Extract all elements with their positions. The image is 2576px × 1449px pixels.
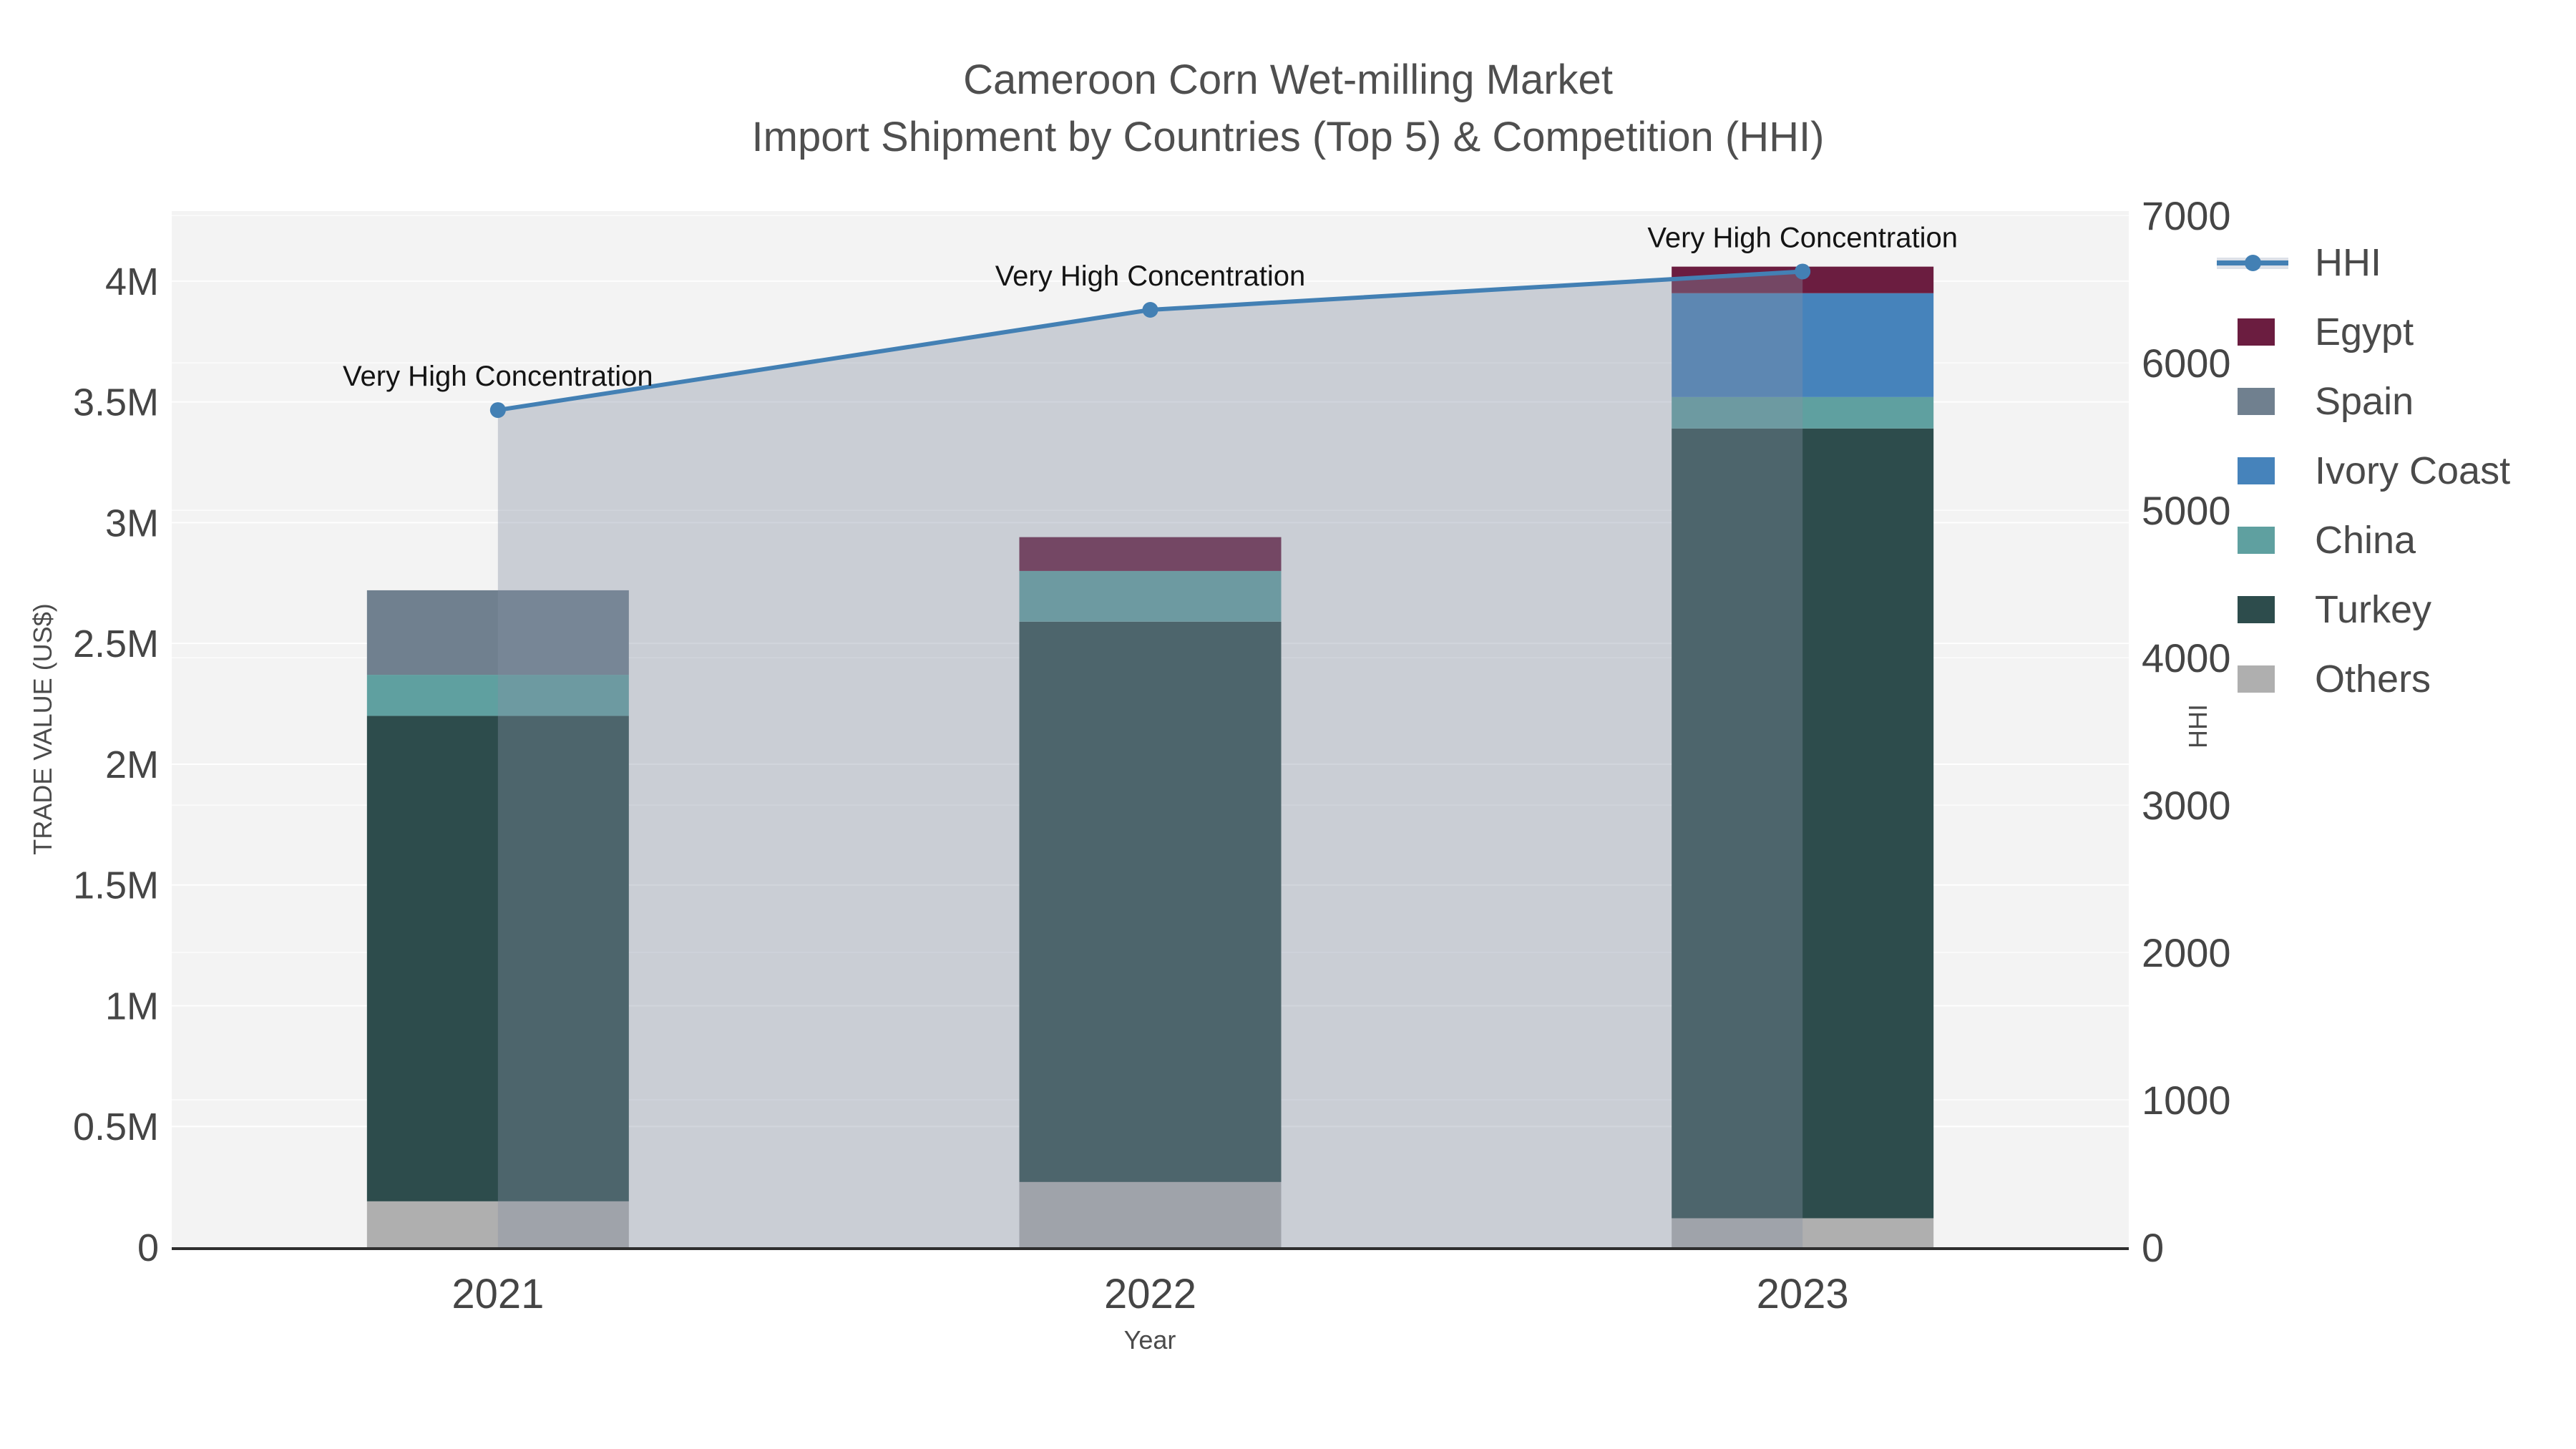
bar-segment-china-2023 bbox=[1672, 396, 1934, 429]
y-right-axis-title: HHI bbox=[2183, 704, 2212, 748]
x-tick-label: 2021 bbox=[452, 1271, 544, 1317]
legend-color-swatch bbox=[2211, 595, 2301, 623]
y-left-tick-label: 4M bbox=[105, 260, 159, 303]
bar-segment-china-2021 bbox=[366, 675, 629, 716]
y-left-axis-title: TRADE VALUE (US$) bbox=[28, 603, 57, 855]
y-left-tick-label: 3M bbox=[105, 502, 159, 545]
bar-segment-turkey-2022 bbox=[1019, 621, 1282, 1182]
legend-label: HHI bbox=[2315, 240, 2381, 284]
legend-item-hhi[interactable]: HHI bbox=[2211, 228, 2510, 297]
legend-label: Others bbox=[2315, 657, 2431, 701]
y-left-tick-label: 2M bbox=[105, 743, 159, 786]
bar-segment-others-2023 bbox=[1672, 1218, 1934, 1247]
legend: HHI Egypt Spain Ivory Coast China Turkey Other… bbox=[2211, 228, 2510, 713]
y-left-tick-label: 3.5M bbox=[73, 381, 159, 424]
hhi-line-swatch bbox=[2211, 249, 2301, 276]
legend-item-ivory-coast[interactable]: Ivory Coast bbox=[2211, 436, 2510, 505]
bar-segment-spain-2021 bbox=[366, 590, 629, 675]
bar-segment-turkey-2023 bbox=[1672, 428, 1934, 1219]
legend-label: China bbox=[2315, 518, 2416, 562]
legend-item-others[interactable]: Others bbox=[2211, 644, 2510, 713]
bar-segment-china-2022 bbox=[1019, 570, 1282, 622]
y-right-tick-label: 6000 bbox=[2142, 341, 2231, 386]
y-left-tick-labels: 0 0.5M 1M 1.5M 2M 2.5M 3M 3.5M 4M bbox=[73, 260, 159, 1269]
y-right-tick-label: 7000 bbox=[2142, 193, 2231, 238]
annotation-label: Very High Concentration bbox=[995, 260, 1306, 292]
y-right-tick-label: 0 bbox=[2142, 1225, 2164, 1270]
y-left-tick-label: 1M bbox=[105, 985, 159, 1028]
hhi-marker-2022 bbox=[1142, 302, 1158, 318]
chart-title: Cameroon Corn Wet-milling Market bbox=[963, 57, 1613, 103]
hhi-marker-2021 bbox=[489, 402, 506, 419]
legend-label: Spain bbox=[2315, 379, 2414, 423]
y-left-tick-label: 2.5M bbox=[73, 623, 159, 665]
hhi-marker-2023 bbox=[1795, 263, 1811, 280]
chart-subtitle: Import Shipment by Countries (Top 5) & C… bbox=[751, 114, 1825, 160]
y-left-tick-label: 1.5M bbox=[73, 864, 159, 907]
annotation-label: Very High Concentration bbox=[1647, 222, 1958, 253]
legend-item-spain[interactable]: Spain bbox=[2211, 366, 2510, 436]
legend-color-swatch bbox=[2211, 457, 2301, 484]
y-right-tick-label: 1000 bbox=[2142, 1078, 2231, 1123]
legend-color-swatch bbox=[2211, 387, 2301, 415]
y-left-tick-label: 0 bbox=[137, 1226, 159, 1269]
x-tick-label: 2022 bbox=[1104, 1271, 1196, 1317]
bar-segment-ivory-coast-2023 bbox=[1672, 293, 1934, 397]
legend-color-swatch bbox=[2211, 526, 2301, 554]
bar-segment-turkey-2021 bbox=[366, 716, 629, 1201]
legend-label: Turkey bbox=[2315, 587, 2432, 631]
y-right-tick-label: 3000 bbox=[2142, 783, 2231, 828]
bar-segment-others-2022 bbox=[1019, 1181, 1282, 1247]
legend-label: Ivory Coast bbox=[2315, 449, 2511, 492]
y-right-tick-label: 5000 bbox=[2142, 488, 2231, 533]
y-right-tick-label: 4000 bbox=[2142, 635, 2231, 680]
annotation-label: Very High Concentration bbox=[343, 361, 653, 392]
legend-color-swatch bbox=[2211, 665, 2301, 693]
bar-segment-others-2021 bbox=[366, 1201, 629, 1247]
x-tick-labels: 2021 2022 2023 bbox=[452, 1271, 1848, 1317]
legend-item-egypt[interactable]: Egypt bbox=[2211, 297, 2510, 366]
bar-segment-egypt-2022 bbox=[1019, 537, 1282, 571]
legend-label: Egypt bbox=[2315, 310, 2414, 353]
x-axis-title: Year bbox=[1123, 1325, 1176, 1355]
y-right-tick-labels: 0 1000 2000 3000 4000 5000 6000 7000 bbox=[2142, 193, 2231, 1270]
x-tick-label: 2023 bbox=[1757, 1271, 1849, 1317]
legend-item-turkey[interactable]: Turkey bbox=[2211, 575, 2510, 644]
y-left-tick-label: 0.5M bbox=[73, 1106, 159, 1148]
legend-item-china[interactable]: China bbox=[2211, 505, 2510, 575]
y-right-tick-label: 2000 bbox=[2142, 930, 2231, 975]
hhi-area bbox=[497, 271, 1803, 1248]
legend-color-swatch bbox=[2211, 318, 2301, 346]
bars bbox=[366, 266, 1934, 1247]
